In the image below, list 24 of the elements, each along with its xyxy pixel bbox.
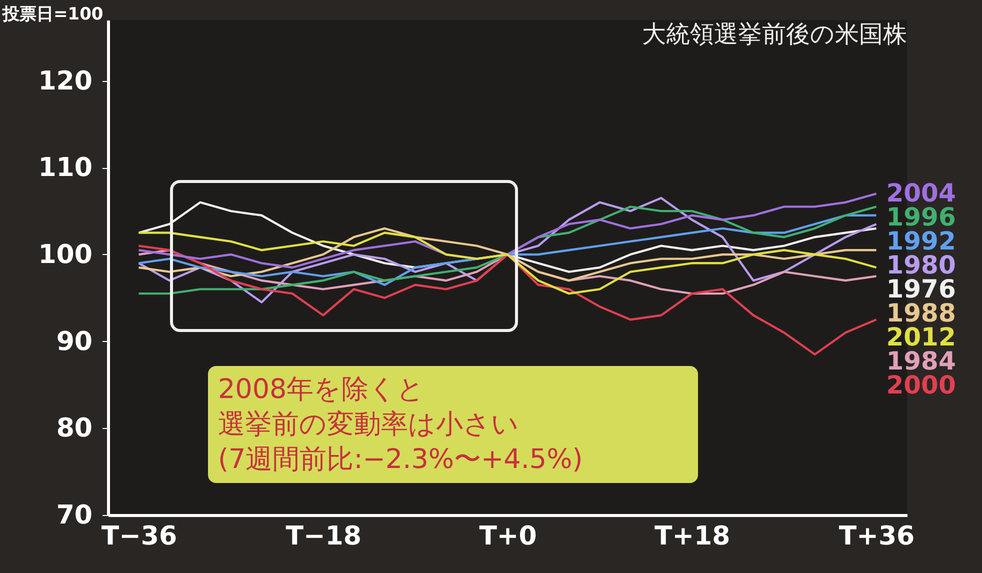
y-tick-label: 110 xyxy=(38,153,92,184)
line-series xyxy=(138,227,878,282)
line-series xyxy=(138,206,878,295)
x-tick-label: T−18 xyxy=(286,522,362,552)
x-tick-label: T+18 xyxy=(654,522,730,552)
x-tick-label: T+0 xyxy=(479,522,537,552)
x-tick-label: T−36 xyxy=(101,522,178,552)
y-tick-label: 120 xyxy=(38,66,92,96)
y-tick-label: 90 xyxy=(56,326,92,357)
note-box: 2008年を除くと 選挙前の変動率は小さい (7週間前比:−2.3%〜+4.5%) xyxy=(208,366,698,484)
line-series xyxy=(138,196,878,304)
y-tick-label: 80 xyxy=(56,414,92,444)
line-series xyxy=(138,232,878,295)
line-series xyxy=(138,244,878,356)
annotation: 2008年を除くと xyxy=(218,373,426,407)
chart-title: 大統領選挙前後の米国株 xyxy=(642,20,907,48)
y-tick-label: 100 xyxy=(38,240,92,270)
y-axis-title: 投票日=100 xyxy=(2,4,104,24)
annotation: (7週間前比:−2.3%〜+4.5%) xyxy=(218,443,584,478)
x-tick-label: T+36 xyxy=(838,522,915,552)
line-series xyxy=(138,214,878,286)
line-series xyxy=(138,192,878,269)
annotation: 選挙前の変動率は小さい xyxy=(218,408,520,442)
y-tick-label: 70 xyxy=(56,500,92,530)
